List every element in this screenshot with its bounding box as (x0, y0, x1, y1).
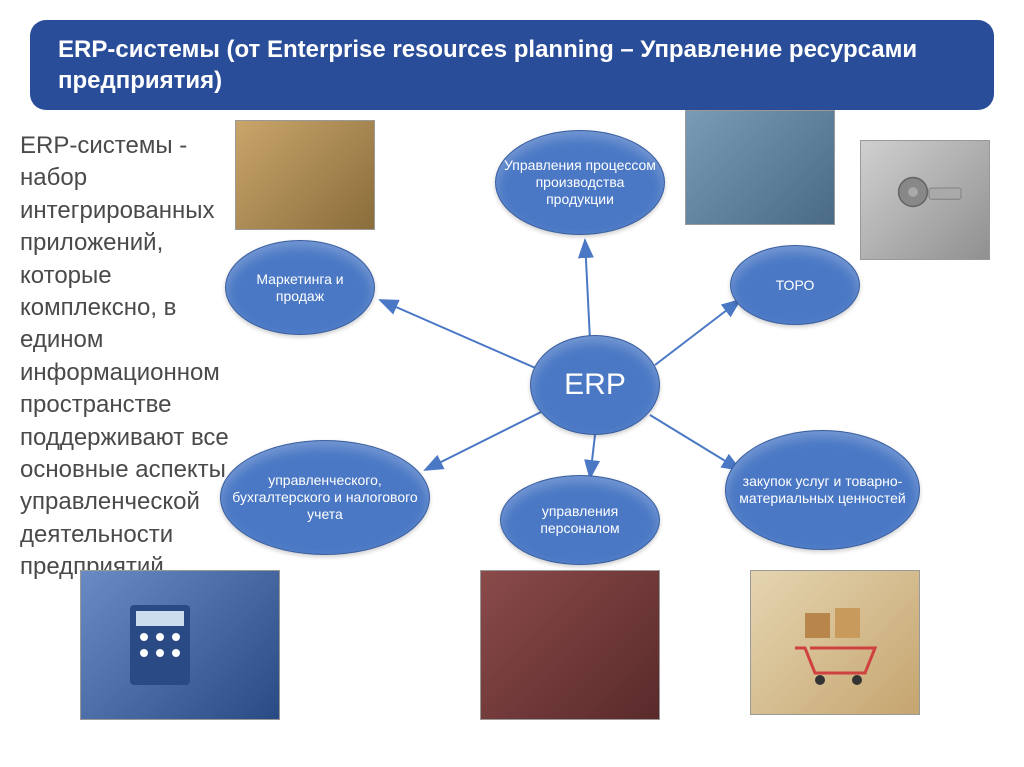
node-toro: ТОРО (730, 245, 860, 325)
img-hr (480, 570, 660, 720)
edge-procurement (650, 415, 740, 470)
edge-hr (590, 435, 595, 478)
node-center-erp: ERP (530, 335, 660, 435)
node-hr: управления персоналом (500, 475, 660, 565)
img-calc (80, 570, 280, 720)
edge-production (585, 240, 590, 340)
node-marketing: Маркетинга и продаж (225, 240, 375, 335)
img-gear (860, 140, 990, 260)
slide-title: ERP-системы (от Enterprise resources pla… (30, 20, 994, 110)
img-prod (685, 110, 835, 225)
edge-marketing (380, 300, 540, 370)
node-production: Управления процессом производства продук… (495, 130, 665, 235)
edge-toro (655, 300, 740, 365)
node-accounting: управленческого, бухгалтерского и налого… (220, 440, 430, 555)
edge-accounting (425, 410, 545, 470)
img-cart (750, 570, 920, 715)
img-sale (235, 120, 375, 230)
erp-diagram: ERP Маркетинга и продаж Управления процесс… (180, 110, 1010, 750)
node-procurement: закупок услуг и товарно-материальных цен… (725, 430, 920, 550)
